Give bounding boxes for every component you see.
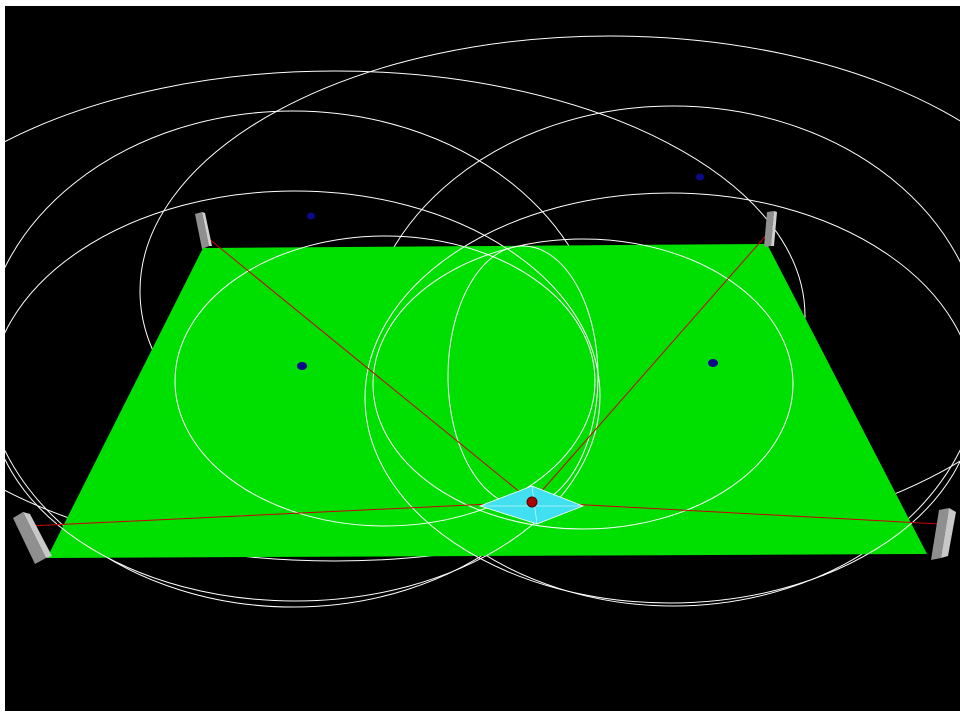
marker-2[interactable] bbox=[696, 173, 704, 181]
anchor-top-left[interactable] bbox=[195, 212, 212, 249]
anchor-bottom-left[interactable] bbox=[13, 512, 52, 564]
marker-4[interactable] bbox=[708, 359, 718, 367]
anchor-bottom-right[interactable] bbox=[931, 508, 956, 560]
anchor-top-right[interactable] bbox=[764, 211, 777, 247]
marker-1[interactable] bbox=[307, 212, 315, 220]
range-circle-left bbox=[5, 190, 601, 602]
range-circle-inner-left bbox=[174, 235, 596, 527]
range-line-top-left bbox=[202, 233, 533, 503]
tag-marker[interactable] bbox=[526, 496, 538, 508]
field-surface bbox=[47, 244, 927, 558]
localization-scene bbox=[5, 35, 960, 608]
range-circle-inner-right bbox=[372, 238, 794, 530]
marker-3[interactable] bbox=[297, 362, 307, 370]
anchors bbox=[13, 211, 956, 564]
3d-viewport[interactable] bbox=[5, 6, 960, 711]
range-lines bbox=[28, 231, 941, 527]
markers bbox=[297, 173, 718, 370]
range-line-bottom-left bbox=[28, 501, 533, 527]
range-circle-outer-left bbox=[5, 70, 806, 562]
range-line-top-right bbox=[531, 231, 770, 503]
range-circle-right bbox=[364, 192, 960, 604]
range-line-bottom-right bbox=[531, 501, 941, 525]
